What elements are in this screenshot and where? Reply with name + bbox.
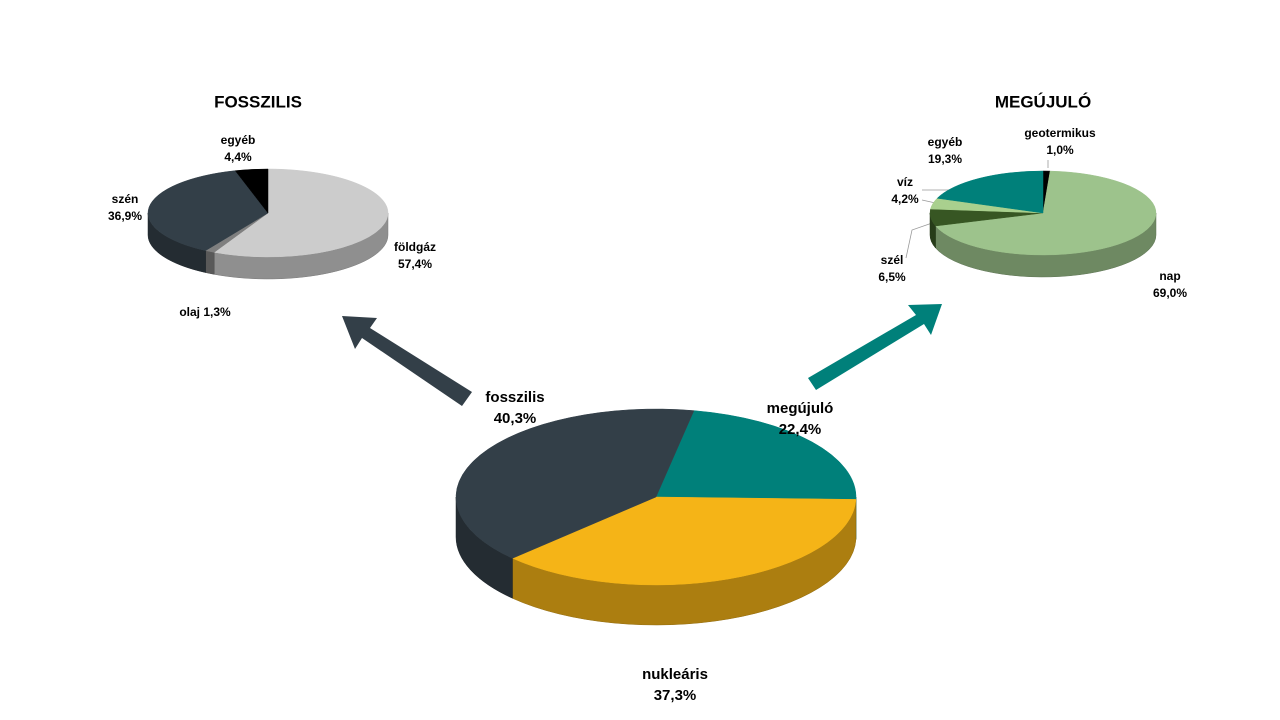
chart-title: FOSSZILIS (214, 92, 302, 111)
category-label: szél (881, 253, 904, 267)
category-label: egyéb (928, 135, 963, 149)
category-label: nukleáris (642, 666, 708, 683)
value-label: 1,0% (1046, 143, 1074, 157)
pie-slice (935, 170, 1157, 256)
pie-tops (455, 408, 857, 586)
category-label: fosszilis (485, 389, 544, 406)
pie-slice (455, 408, 695, 559)
category-label: földgáz (394, 240, 436, 254)
category-label: geotermikus (1024, 126, 1096, 140)
pie-slice (936, 170, 1044, 214)
category-label: megújuló (767, 400, 834, 417)
value-label: 19,3% (928, 152, 962, 166)
pie-sides (147, 212, 389, 280)
value-label: 37,3% (654, 687, 697, 704)
value-label: 36,9% (108, 209, 142, 223)
pie (147, 168, 389, 280)
value-label: 4,4% (224, 150, 252, 164)
value-label: 4,2% (891, 192, 919, 206)
value-label: 22,4% (779, 421, 822, 438)
pie-slice (234, 168, 269, 214)
slice-label: olaj 1,3% (179, 305, 231, 319)
category-label: egyéb (221, 133, 256, 147)
value-label: 69,0% (1153, 286, 1187, 300)
arrow (342, 316, 472, 406)
pie-slice (213, 168, 389, 258)
value-label: 6,5% (878, 270, 906, 284)
value-label: 40,3% (494, 410, 537, 427)
arrow (808, 304, 942, 390)
category-label: víz (897, 175, 913, 189)
pie-slice (147, 170, 269, 251)
pie (455, 408, 857, 626)
value-label: 57,4% (398, 257, 432, 271)
pie-slice (655, 410, 857, 500)
chart-title: MEGÚJULÓ (995, 92, 1091, 111)
value-label: 1,3% (203, 305, 231, 319)
pie-slice (511, 496, 857, 586)
pie (929, 170, 1157, 278)
pie-slice-side (205, 250, 215, 275)
category-label: olaj (179, 305, 200, 319)
category-label: szén (112, 192, 139, 206)
category-label: nap (1159, 269, 1180, 283)
pie-tops (147, 168, 389, 258)
pie-tops (929, 170, 1157, 256)
